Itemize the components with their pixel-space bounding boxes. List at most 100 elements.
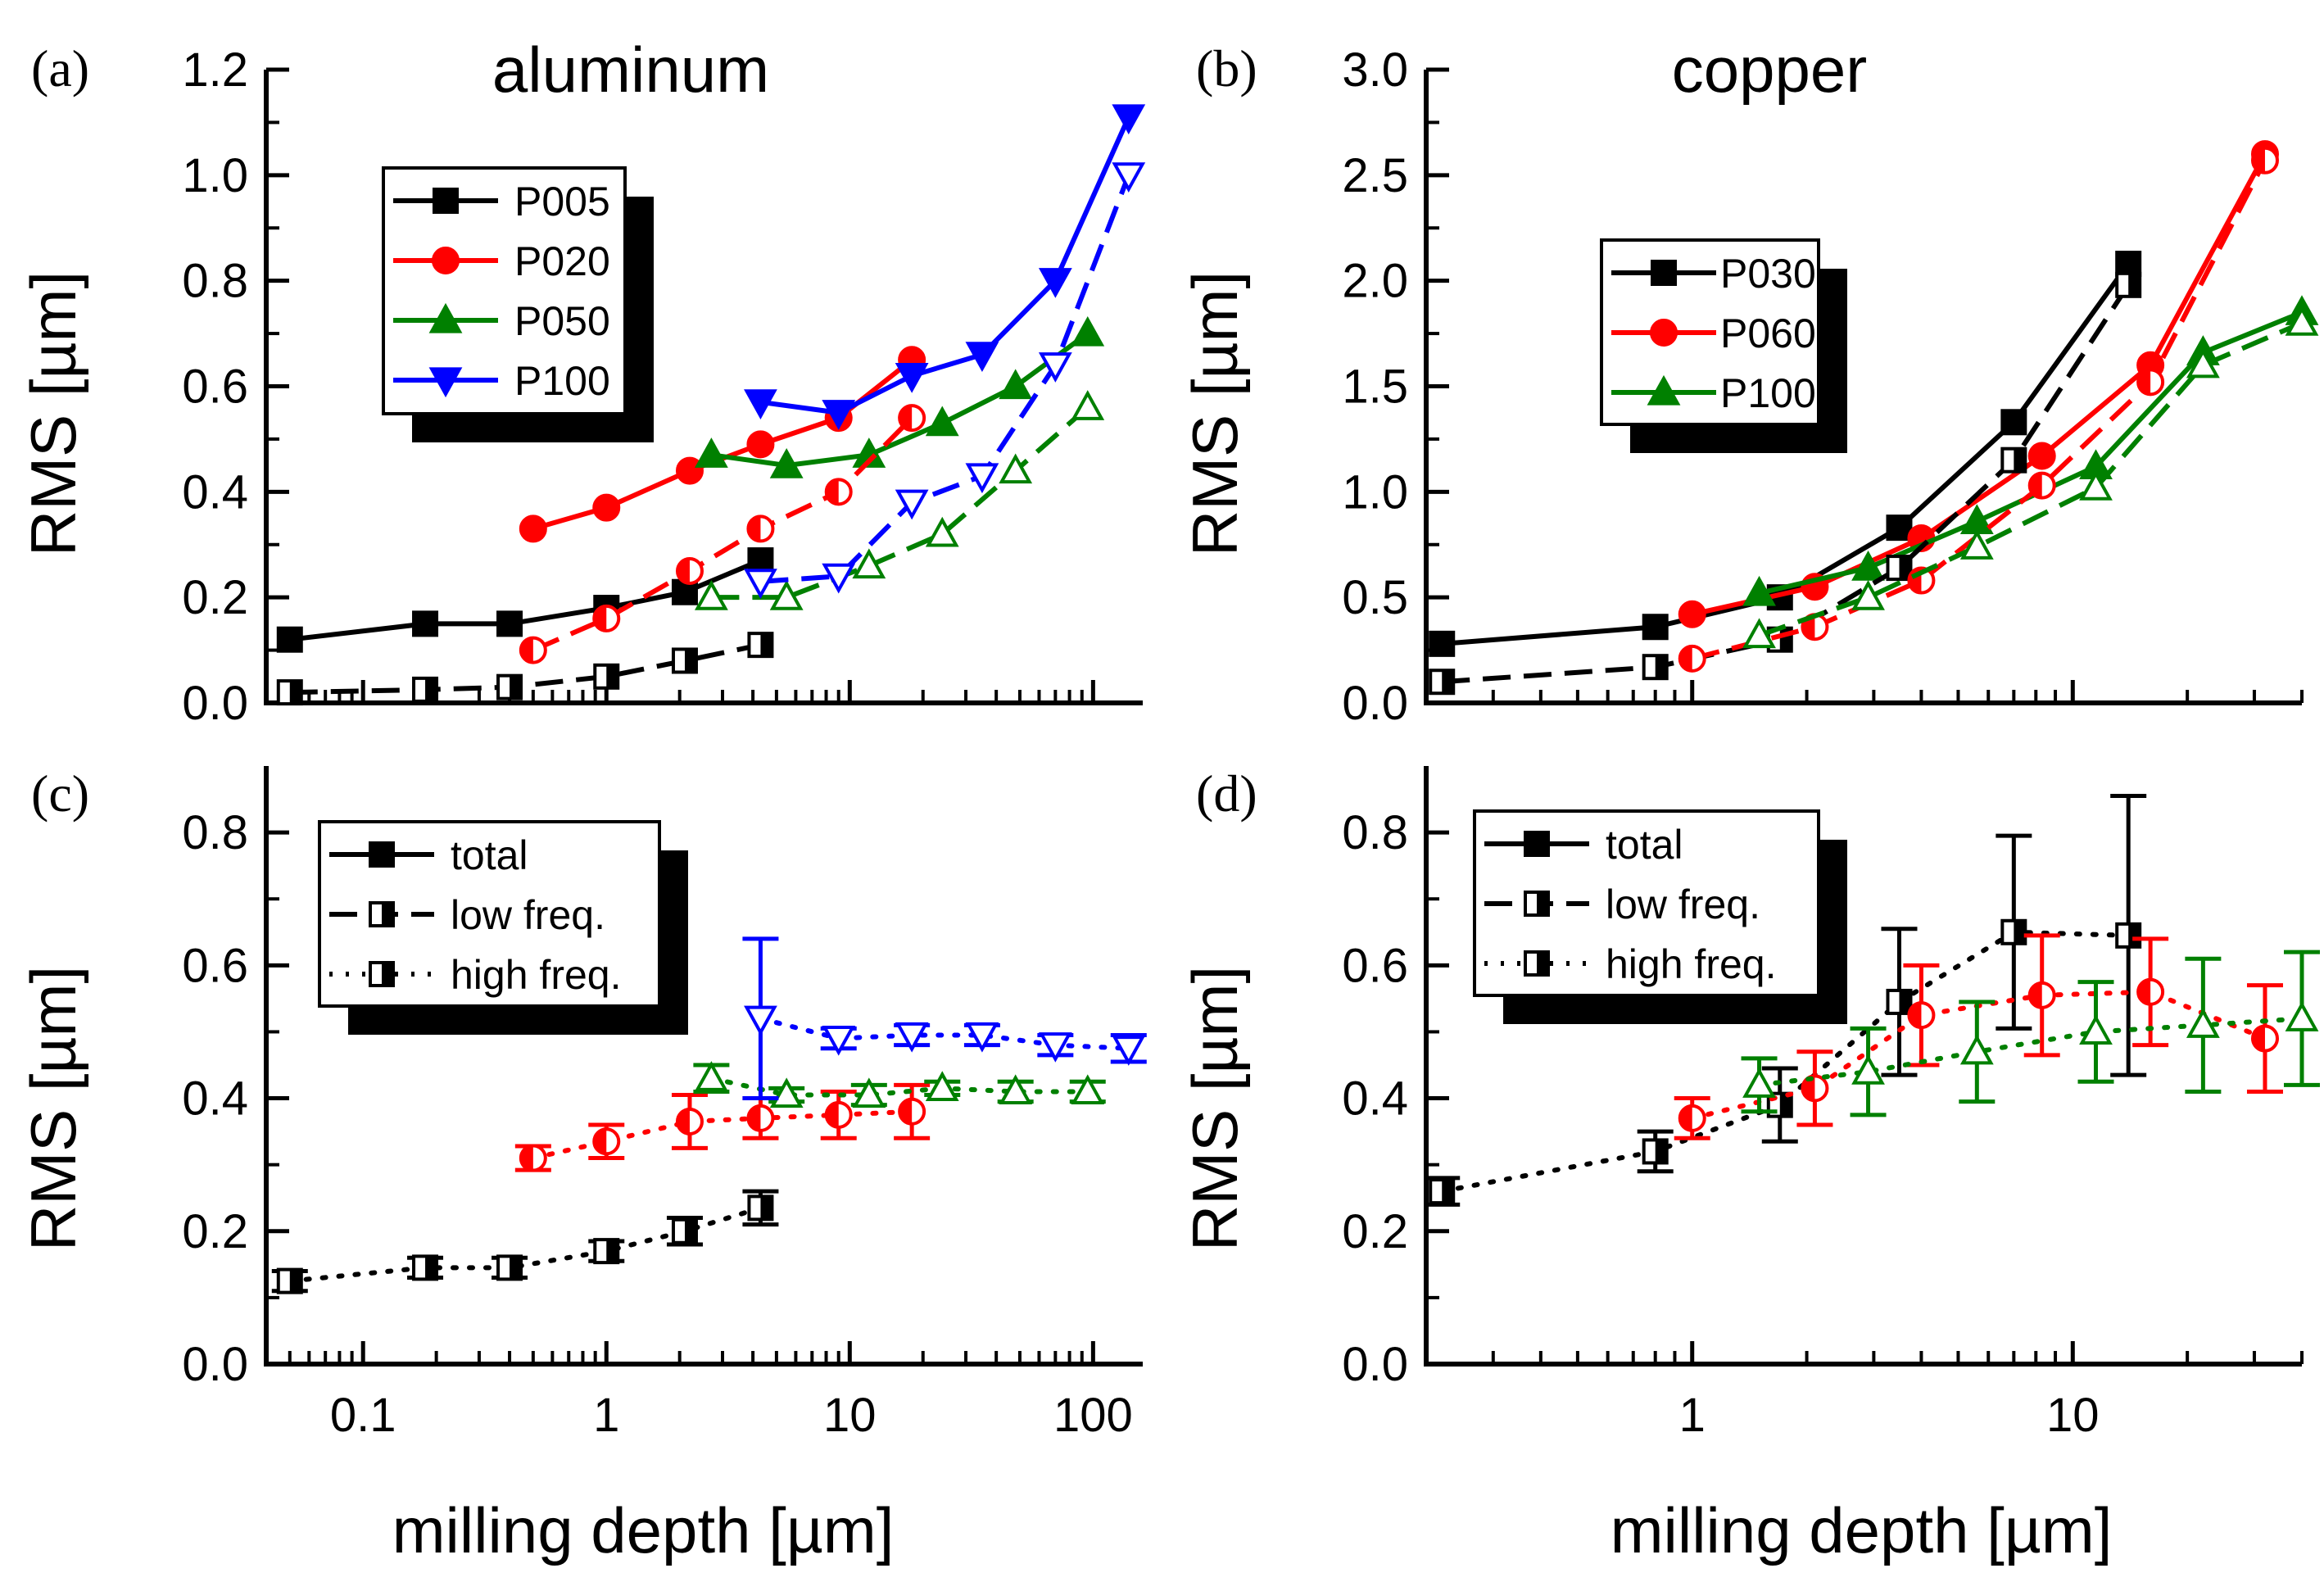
series-line: [1692, 152, 2267, 617]
y-tick-label: 0.8: [1342, 806, 1408, 859]
series-p020-high-freq-: [514, 1082, 931, 1172]
data-point-fill: [2138, 979, 2151, 1004]
data-point-fill: [606, 664, 618, 688]
data-point-fill: [760, 633, 772, 657]
panel-d-label: (d): [1196, 764, 1257, 823]
data-point-fill: [520, 1145, 533, 1171]
data-point: [1959, 504, 1994, 535]
data-point-fill: [1679, 646, 1692, 671]
panel-c: (c) RMS [µm] milling depth [µm] 0.00.20.…: [17, 764, 1147, 1566]
data-point-fill: [760, 1196, 772, 1220]
legend-label: total: [1606, 822, 1683, 868]
series-line: [532, 416, 914, 653]
data-point: [276, 626, 303, 653]
data-point-fill: [677, 1108, 690, 1134]
y-tick-label: 0.0: [182, 677, 248, 730]
panel-a: (a) aluminum RMS [µm] 0.0 0.2 0.4 0.6 0.8 1.0…: [17, 34, 1146, 730]
data-point-fill: [2029, 982, 2042, 1008]
data-point-fill: [606, 1240, 618, 1263]
data-point: [2285, 306, 2319, 336]
data-point-fill: [1442, 1180, 1454, 1203]
series-line: [1441, 262, 2131, 646]
panel-c-label: (c): [31, 764, 89, 823]
legend: total low freq. high freq.: [318, 820, 688, 1035]
series-p060-high-freq-: [1674, 933, 2283, 1140]
y-tick-label: 0.8: [182, 255, 248, 308]
data-point: [1429, 630, 1456, 657]
data-point: [965, 463, 999, 494]
data-point: [1642, 614, 1669, 641]
data-point: [2000, 409, 2027, 436]
legend-marker: [428, 302, 463, 333]
series-p100: [744, 104, 1146, 430]
panel-d: (d) RMS [µm] milling depth [µm] 0.00.20.…: [1179, 764, 2320, 1566]
legend-label: total: [451, 832, 528, 878]
data-point: [895, 363, 929, 393]
y-tick-label: 0.2: [182, 571, 248, 624]
data-point-fill: [2138, 369, 2151, 395]
y-tick-label: 1.2: [182, 43, 248, 97]
data-point: [769, 448, 804, 478]
legend-label: P005: [514, 179, 610, 224]
data-point: [1112, 162, 1146, 193]
data-point-fill: [2029, 473, 2042, 498]
data-point: [999, 1074, 1033, 1105]
data-point: [1038, 268, 1072, 298]
data-point: [744, 569, 777, 599]
x-tick-label: 100: [1053, 1389, 1133, 1442]
legend-label: P060: [1720, 310, 1816, 356]
series-line: [1691, 159, 2267, 661]
series-p050-low-freq-: [694, 390, 1105, 610]
y-tick-label: 1.0: [1342, 465, 1408, 519]
y-tick-label: 2.0: [1342, 255, 1408, 308]
panel-c-ylabel: RMS [µm]: [17, 966, 89, 1251]
data-point: [925, 516, 959, 547]
data-point: [2079, 1014, 2113, 1045]
panel-b-ylabel: RMS [µm]: [1179, 271, 1251, 556]
data-point: [1038, 1032, 1072, 1063]
legend-marker: [1651, 260, 1677, 286]
data-point-fill: [594, 605, 607, 631]
y-tick-label: 0.6: [182, 360, 248, 414]
series-p005: [276, 547, 774, 653]
data-point: [925, 1071, 959, 1101]
data-point-fill: [289, 1269, 301, 1293]
data-point: [2285, 1001, 2319, 1031]
data-point-fill: [510, 675, 522, 699]
data-point: [1112, 104, 1146, 135]
x-tick-label: 1: [1679, 1389, 1706, 1442]
data-point-fill: [289, 681, 301, 705]
y-tick-label: 0.0: [1342, 677, 1408, 730]
data-point: [1742, 1067, 1776, 1098]
series-p050: [694, 315, 1105, 478]
data-point: [999, 453, 1033, 484]
plot-c: 0.0 0.2 0.4 0.6 0.8 0.1 1 10 100 total low freq. hi…: [182, 766, 1147, 1442]
series-p030-high-freq-: [1424, 794, 2147, 1207]
data-point-fill: [684, 1219, 696, 1243]
data-point-fill: [1802, 1076, 1815, 1101]
data-point-fill: [826, 1102, 839, 1127]
data-point: [1071, 1074, 1105, 1105]
legend-marker: [1524, 831, 1550, 857]
series-line: [711, 406, 1090, 601]
data-point-fill: [425, 678, 437, 701]
series-p005-high-freq-: [271, 1189, 779, 1294]
data-point: [1038, 352, 1072, 383]
series-line: [1439, 929, 2131, 1194]
data-point-fill: [520, 637, 533, 663]
x-tick-label: 10: [823, 1389, 877, 1442]
data-point: [1851, 550, 1885, 581]
plot-a: 0.0 0.2 0.4 0.6 0.8 1.0 1.2 P005 P020 P050 P100: [182, 43, 1146, 730]
data-point: [965, 1022, 999, 1053]
legend: P005 P020 P050 P100: [382, 166, 654, 442]
series-line: [709, 1076, 1090, 1098]
panel-a-ylabel: RMS [µm]: [17, 271, 89, 556]
x-tick-label: 0.1: [330, 1389, 396, 1442]
legend-label: low freq.: [451, 892, 605, 938]
y-tick-label: 0.8: [182, 806, 248, 859]
data-point: [519, 514, 547, 543]
data-point: [744, 389, 777, 419]
data-point: [694, 580, 728, 610]
data-point: [965, 342, 999, 372]
data-point: [746, 430, 775, 459]
